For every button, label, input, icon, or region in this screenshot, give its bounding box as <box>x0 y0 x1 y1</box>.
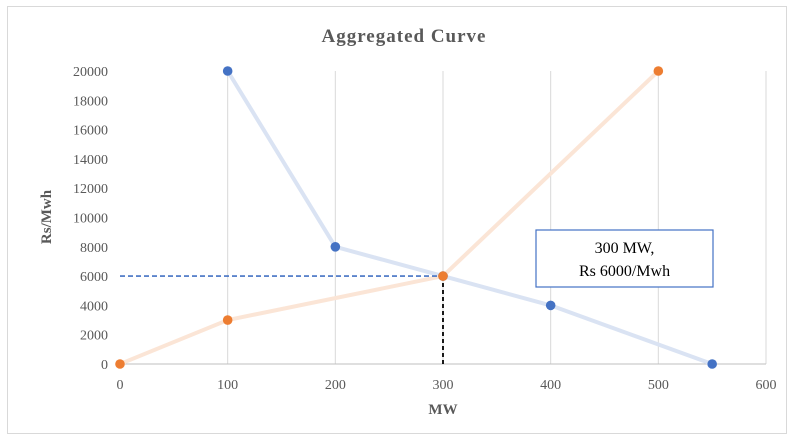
series-lines <box>118 69 715 366</box>
series-2-line <box>118 69 661 366</box>
y-tick-label-8000: 8000 <box>80 241 108 256</box>
chart-frame <box>7 6 787 434</box>
x-tick-label-500: 500 <box>648 378 669 393</box>
series-2-point-1 <box>115 359 125 369</box>
series-points <box>115 66 717 369</box>
y-tick-label-4000: 4000 <box>80 299 108 314</box>
annotation-line-1: 300 MW, <box>595 240 655 257</box>
x-tick-label-600: 600 <box>756 378 777 393</box>
series-1-point-4 <box>545 300 556 311</box>
x-tick-label-300: 300 <box>433 378 454 393</box>
annotation-box: 300 MW, Rs 6000/Mwh <box>535 229 714 288</box>
y-axis-label: Rs/Mwh <box>39 189 55 244</box>
y-tick-label-20000: 20000 <box>73 65 108 80</box>
y-tick-label-2000: 2000 <box>80 329 108 344</box>
y-tick-label-16000: 16000 <box>73 124 108 139</box>
series-1-point-2 <box>330 242 341 252</box>
y-tick-label-18000: 18000 <box>73 94 108 109</box>
x-axis-label: MW <box>428 402 457 418</box>
series-2-point-4 <box>653 66 664 76</box>
x-tick-label-400: 400 <box>540 378 561 393</box>
series-2-point-3 <box>438 271 448 281</box>
tick-labels: 0 100 200 300 400 500 600020004000600080001000… <box>73 65 777 393</box>
x-tick-label-100: 100 <box>217 378 238 393</box>
annotation-line-2: Rs 6000/Mwh <box>579 263 670 280</box>
y-tick-label-6000: 6000 <box>80 270 108 285</box>
y-tick-label-12000: 12000 <box>73 182 108 197</box>
y-tick-label-0: 0 <box>101 358 108 373</box>
series-2-point-2 <box>222 315 233 325</box>
annotation-border <box>535 229 714 288</box>
series-1-point-1 <box>222 66 233 76</box>
series-1-point-5 <box>707 359 717 369</box>
y-tick-label-14000: 14000 <box>73 153 108 168</box>
y-tick-label-10000: 10000 <box>73 212 108 227</box>
series-1-line <box>225 69 715 366</box>
x-tick-label-0: 0 <box>117 378 124 393</box>
x-tick-label-200: 200 <box>325 378 346 393</box>
guide-lines <box>120 275 444 364</box>
chart-title: Aggregated Curve <box>322 26 487 47</box>
